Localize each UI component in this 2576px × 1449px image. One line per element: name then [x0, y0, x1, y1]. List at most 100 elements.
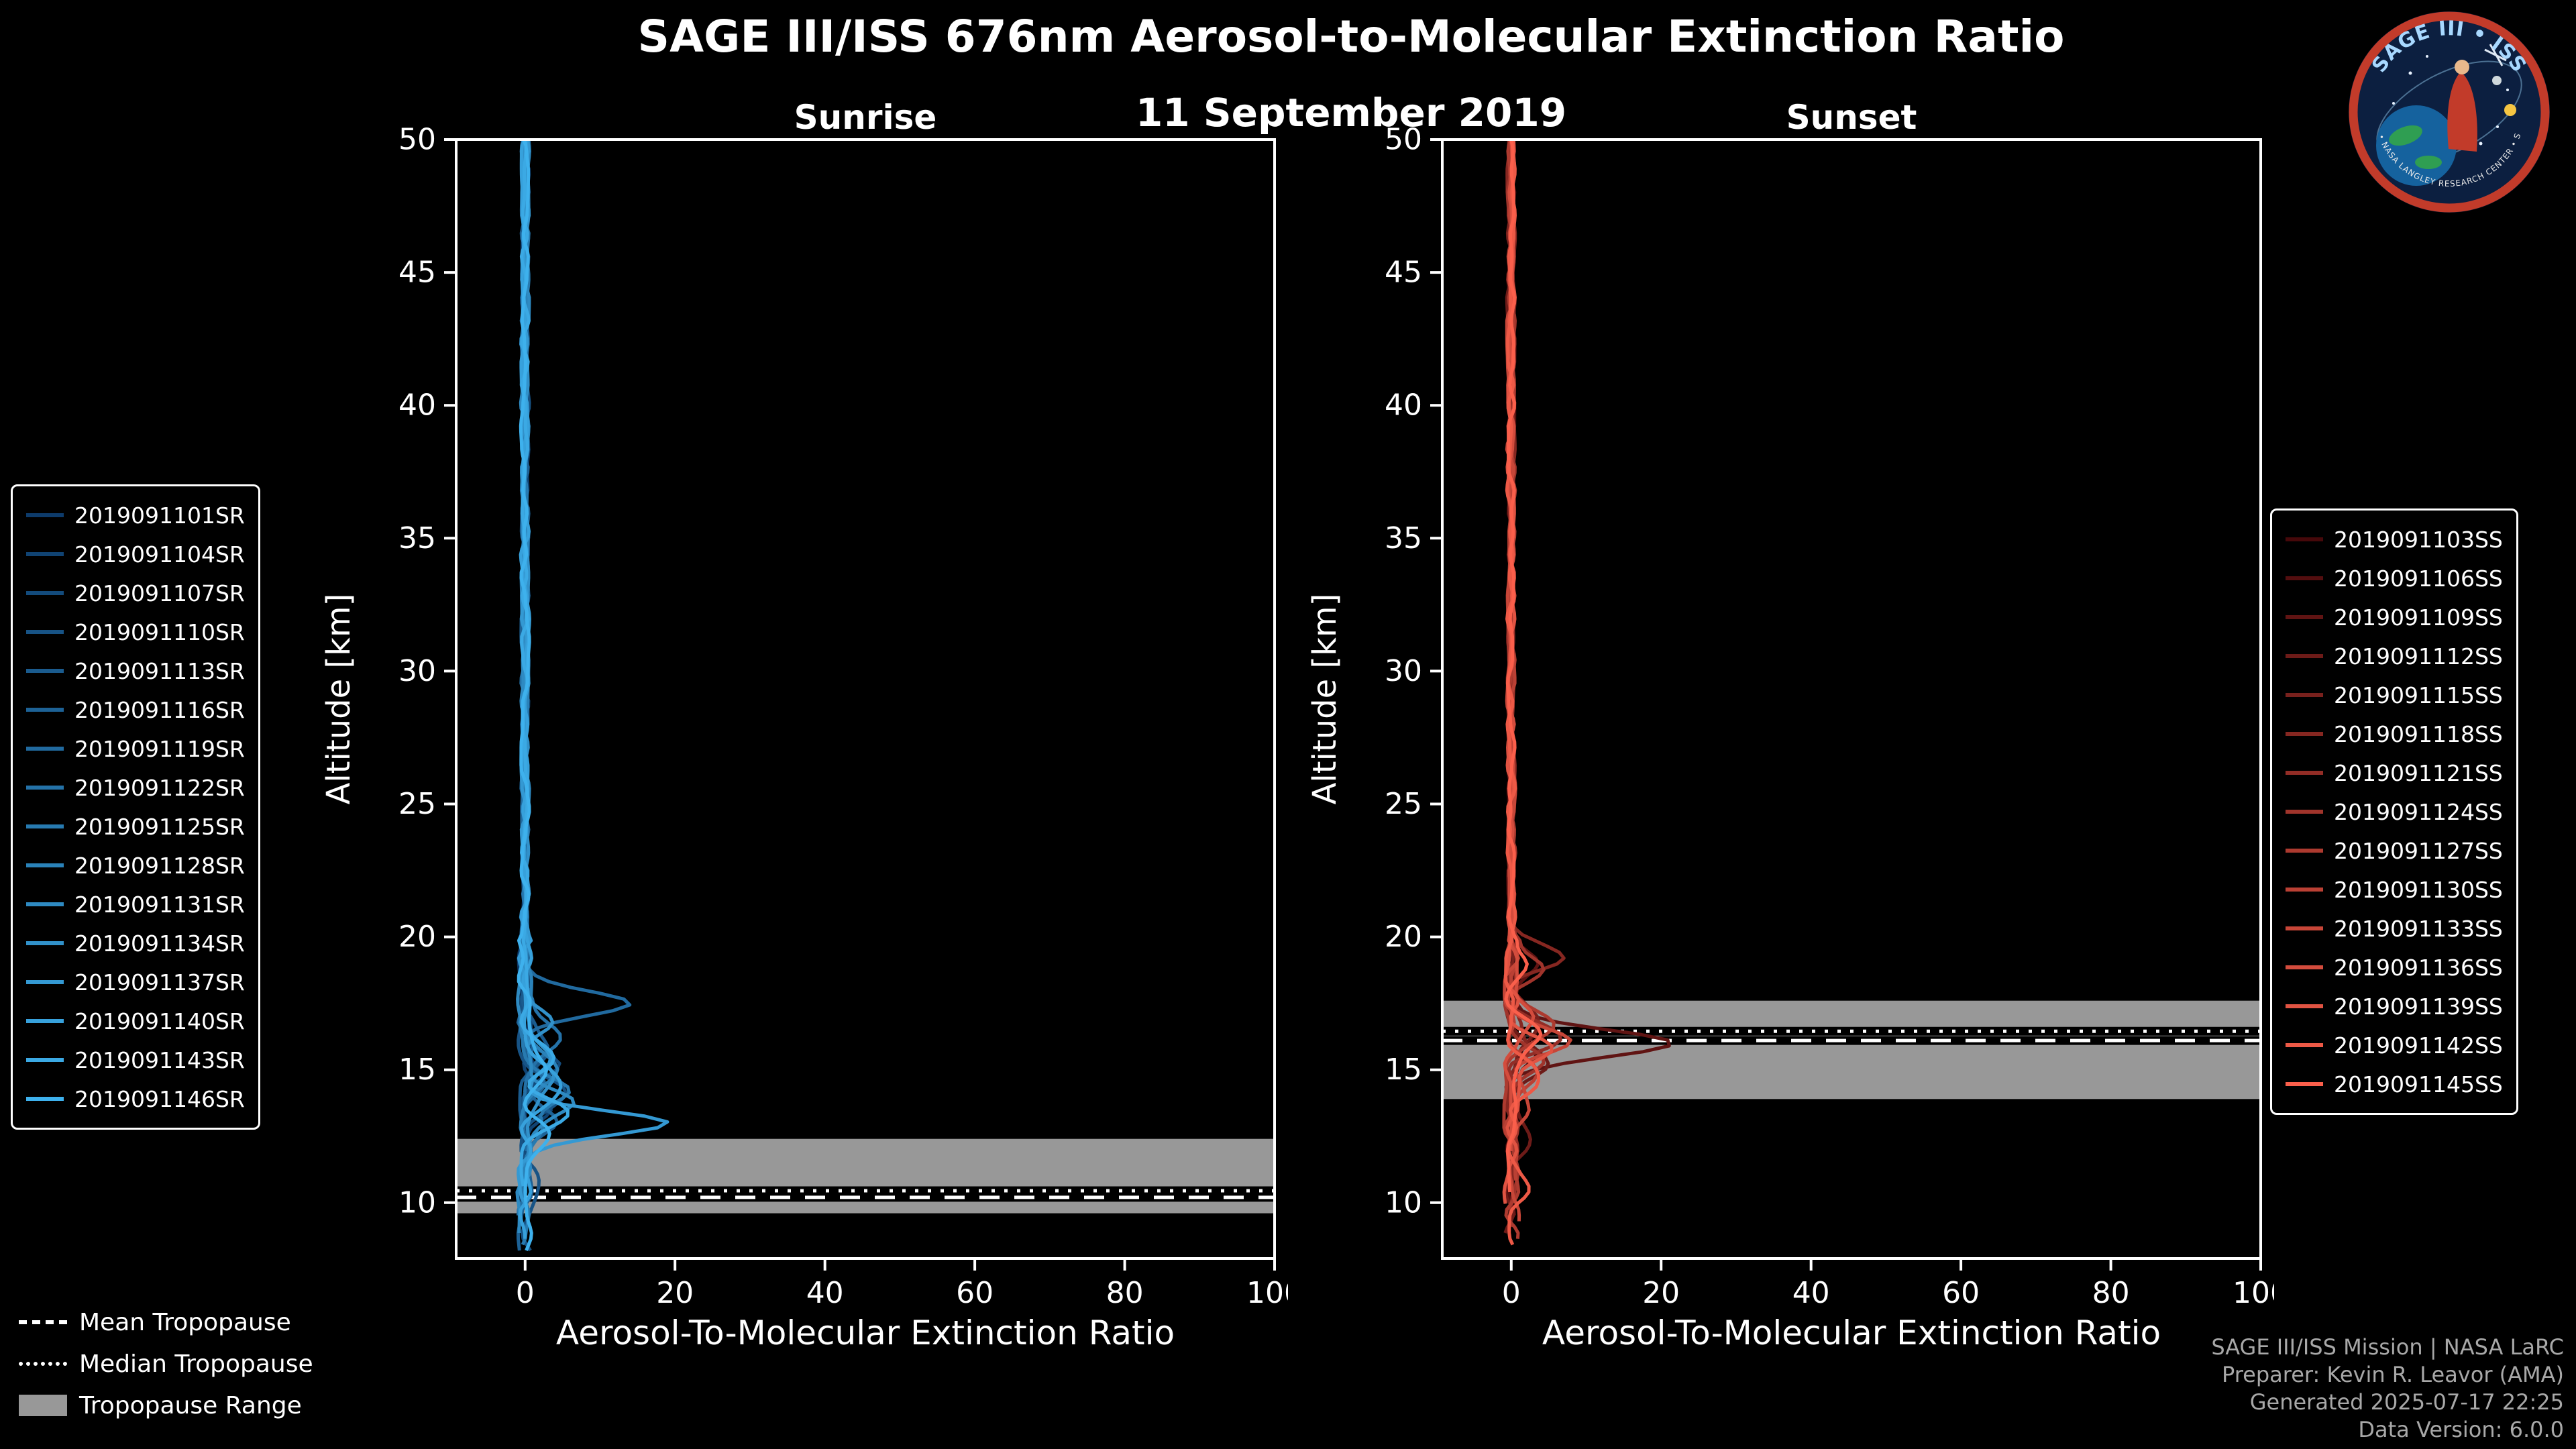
legend-item: 2019091104SR [26, 535, 245, 574]
legend-line-swatch [26, 980, 64, 984]
legend-item: 2019091118SS [2286, 714, 2503, 753]
legend-line-swatch [26, 708, 64, 712]
legend-line-swatch [2286, 926, 2323, 930]
sunrise-panel-title: Sunrise [794, 98, 937, 137]
legend-line-swatch [2286, 615, 2323, 619]
logo-earth-land [2389, 125, 2422, 146]
tropopause-legend-item: Tropopause Range [19, 1385, 313, 1426]
legend-item: 2019091134SR [26, 924, 245, 963]
profile-2019091143SR [519, 140, 570, 1187]
sunset-panel-title: Sunset [1786, 98, 1917, 137]
legend-line-swatch [26, 630, 64, 634]
legend-label: 2019091136SS [2334, 954, 2503, 981]
figure-title: SAGE III/ISS 676nm Aerosol-to-Molecular … [637, 11, 2065, 62]
legend-item: 2019091107SR [26, 574, 245, 612]
legend-line-swatch [26, 786, 64, 790]
y-tick-label: 35 [1385, 521, 1422, 555]
legend-line-swatch [2286, 576, 2323, 580]
legend-label: 2019091128SR [74, 852, 245, 879]
legend-label: 2019091146SR [74, 1085, 245, 1112]
legend-line-swatch [2286, 771, 2323, 775]
legend-item: 2019091110SR [26, 612, 245, 651]
y-tick-label: 10 [398, 1185, 436, 1220]
legend-item: 2019091124SS [2286, 792, 2503, 831]
legend-item: 2019091133SS [2286, 909, 2503, 948]
tropopause-range-band [1442, 1000, 2261, 1099]
tropopause-box-swatch [19, 1395, 67, 1416]
y-tick-label: 30 [398, 654, 436, 688]
legend-label: 2019091109SS [2334, 604, 2503, 631]
x-tick-label: 20 [656, 1276, 694, 1310]
legend-line-swatch [26, 513, 64, 517]
sunset-event-legend: 2019091103SS 2019091106SS 2019091109SS 2019… [2270, 508, 2518, 1115]
legend-line-swatch [26, 1019, 64, 1023]
legend-label: 2019091113SR [74, 657, 245, 684]
logo-earth-land [2415, 156, 2442, 169]
x-tick-label: 20 [1642, 1276, 1680, 1310]
legend-item: 2019091109SS [2286, 598, 2503, 637]
legend-line-swatch [2286, 888, 2323, 892]
x-tick-label: 100 [1246, 1276, 1288, 1310]
legend-label: 2019091143SR [74, 1046, 245, 1073]
legend-item: 2019091103SS [2286, 520, 2503, 559]
legend-label: 2019091110SR [74, 619, 245, 645]
y-tick-label: 45 [398, 256, 436, 290]
y-tick-label: 15 [1385, 1053, 1422, 1087]
legend-line-swatch [26, 863, 64, 867]
legend-item: 2019091122SR [26, 768, 245, 807]
profile-2019091119SR [520, 140, 632, 1151]
legend-item: 2019091119SR [26, 729, 245, 768]
legend-line-swatch [2286, 654, 2323, 658]
logo-sage-figure [2447, 72, 2477, 152]
legend-label: 2019091130SS [2334, 876, 2503, 903]
x-tick-label: 0 [1502, 1276, 1521, 1310]
legend-item: 2019091137SR [26, 963, 245, 1002]
sunset-y-axis-label: Altitude [km] [1306, 593, 1344, 805]
profile-2019091146SR [517, 140, 551, 1252]
x-tick-label: 40 [806, 1276, 844, 1310]
x-tick-label: 60 [956, 1276, 994, 1310]
y-tick-label: 50 [1385, 126, 1422, 157]
legend-item: 2019091146SR [26, 1079, 245, 1118]
legend-label: 2019091115SS [2334, 682, 2503, 708]
y-tick-label: 40 [398, 388, 436, 423]
legend-label: 2019091112SS [2334, 643, 2503, 669]
legend-label: 2019091145SS [2334, 1071, 2503, 1097]
legend-label: 2019091133SS [2334, 915, 2503, 942]
sunrise-plot: 504540353025201510020406080100 [398, 126, 1288, 1310]
legend-item: 2019091101SR [26, 496, 245, 535]
legend-line-swatch [2286, 732, 2323, 736]
y-tick-label: 45 [1385, 256, 1422, 290]
footer-line-generated: Generated 2025-07-17 22:25 [2249, 1389, 2564, 1415]
legend-label: 2019091121SS [2334, 759, 2503, 786]
legend-line-swatch [2286, 1043, 2323, 1047]
x-tick-label: 60 [1942, 1276, 1980, 1310]
legend-item: 2019091106SS [2286, 559, 2503, 598]
legend-label: 2019091127SS [2334, 837, 2503, 864]
sage-iss-logo: SAGE III • ISS BAL • NASA LANGLEY RESEAR… [2347, 9, 2550, 213]
legend-item: 2019091131SR [26, 885, 245, 924]
tropopause-legend: Mean Tropopause Median Tropopause Tropopau… [19, 1301, 313, 1426]
legend-item: 2019091145SS [2286, 1065, 2503, 1104]
y-tick-label: 20 [398, 920, 436, 954]
y-tick-label: 25 [398, 787, 436, 821]
y-tick-label: 30 [1385, 654, 1422, 688]
logo-stars [2392, 55, 2509, 146]
legend-label: 2019091125SR [74, 813, 245, 840]
y-tick-label: 35 [398, 521, 436, 555]
legend-line-swatch [26, 669, 64, 673]
legend-line-swatch [2286, 693, 2323, 697]
legend-item: 2019091115SS [2286, 676, 2503, 714]
legend-item: 2019091125SR [26, 807, 245, 846]
legend-label: 2019091140SR [74, 1008, 245, 1034]
legend-label: 2019091104SR [74, 541, 245, 568]
logo-sage-figure-head [2455, 60, 2469, 74]
legend-line-swatch [2286, 537, 2323, 541]
legend-item: 2019091142SS [2286, 1026, 2503, 1065]
credits-block: SAGE III/ISS Mission | NASA LaRC Prepare… [2211, 1334, 2564, 1444]
y-tick-label: 20 [1385, 920, 1422, 954]
tropopause-dashed-swatch [19, 1320, 67, 1324]
legend-line-swatch [2286, 965, 2323, 969]
x-tick-label: 80 [1106, 1276, 1144, 1310]
legend-label: 2019091122SR [74, 774, 245, 801]
